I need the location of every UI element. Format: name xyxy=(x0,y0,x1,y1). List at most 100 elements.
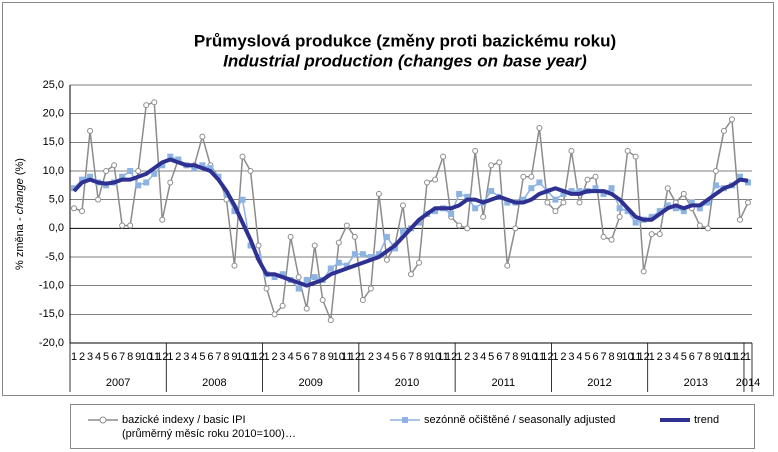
year-label: 2011 xyxy=(491,377,515,389)
point-marker xyxy=(383,256,390,263)
point-marker xyxy=(504,199,511,206)
x-tick-label: 11 xyxy=(341,351,352,363)
x-tick-label: 4 xyxy=(480,351,486,363)
point-marker xyxy=(367,254,374,260)
x-tick-label: 9 xyxy=(617,351,623,363)
chart-title: Průmyslová produkce (změny proti bazické… xyxy=(194,31,616,50)
x-tick-label: 12 xyxy=(541,351,553,363)
point-marker xyxy=(424,179,431,186)
x-tick-label: 3 xyxy=(665,351,671,363)
point-marker xyxy=(383,233,390,240)
point-marker xyxy=(496,159,503,166)
point-marker xyxy=(552,196,559,203)
x-tick-label: 2 xyxy=(368,351,374,363)
point-marker xyxy=(239,196,246,203)
point-marker xyxy=(576,199,583,206)
x-tick-label: 5 xyxy=(584,351,590,363)
point-marker xyxy=(327,265,334,272)
x-tick-label: 11 xyxy=(726,351,737,363)
x-tick-label: 6 xyxy=(111,351,117,363)
point-marker xyxy=(191,165,198,172)
point-marker xyxy=(464,225,471,232)
point-marker xyxy=(648,213,655,220)
x-tick-label: 1 xyxy=(71,351,77,363)
point-marker xyxy=(584,176,591,183)
x-tick-label: 2 xyxy=(560,351,566,363)
point-marker xyxy=(311,242,318,249)
x-tick-label: 4 xyxy=(384,351,390,363)
x-tick-label: 1 xyxy=(649,351,655,363)
point-marker xyxy=(472,147,479,154)
x-tick-label: 4 xyxy=(288,351,294,363)
y-tick-label: 20,0 xyxy=(43,108,64,120)
point-marker xyxy=(127,168,134,174)
y-label-part: % změna - xyxy=(14,214,26,270)
x-tick-label: 6 xyxy=(400,351,406,363)
point-marker xyxy=(303,276,310,283)
point-marker xyxy=(79,208,86,215)
x-tick-label: 5 xyxy=(103,351,109,363)
x-tick-label: 3 xyxy=(376,351,382,363)
x-tick-label: 8 xyxy=(416,351,422,363)
series-line xyxy=(72,157,749,288)
x-tick-label: 3 xyxy=(472,351,478,363)
y-label-part: change xyxy=(14,178,26,214)
x-tick-label: 5 xyxy=(296,351,302,363)
point-marker xyxy=(696,222,703,229)
x-tick-label: 10 xyxy=(140,351,152,363)
x-tick-label: 10 xyxy=(236,351,248,363)
point-marker xyxy=(544,199,551,206)
point-marker xyxy=(696,205,703,212)
point-marker xyxy=(151,99,158,106)
x-tick-label: 10 xyxy=(333,351,345,363)
x-tick-label: 2 xyxy=(175,351,181,363)
point-marker xyxy=(167,153,174,160)
x-tick-label: 2 xyxy=(657,351,663,363)
x-tick-label: 7 xyxy=(601,351,607,363)
x-tick-label: 9 xyxy=(135,351,141,363)
point-marker xyxy=(351,251,358,258)
y-tick-label: 10,0 xyxy=(43,165,64,177)
point-marker xyxy=(464,193,471,200)
point-marker xyxy=(736,216,743,223)
x-tick-label: 9 xyxy=(328,351,334,363)
point-marker xyxy=(656,231,663,238)
x-tick-label: 12 xyxy=(638,351,650,363)
point-marker xyxy=(255,242,262,249)
point-marker xyxy=(375,190,382,197)
point-marker xyxy=(600,190,607,197)
x-tick-label: 11 xyxy=(245,351,256,363)
point-marker xyxy=(608,236,615,243)
point-marker xyxy=(167,179,174,186)
x-tick-label: 2 xyxy=(272,351,278,363)
x-tick-label: 6 xyxy=(304,351,310,363)
point-marker xyxy=(359,297,366,303)
point-marker xyxy=(87,173,94,180)
x-tick-label: 3 xyxy=(183,351,189,363)
x-tick-label: 8 xyxy=(320,351,326,363)
x-tick-label: 10 xyxy=(429,351,441,363)
point-marker xyxy=(632,219,639,226)
point-marker xyxy=(311,274,318,281)
year-label: 2009 xyxy=(298,377,322,389)
x-tick-label: 1 xyxy=(745,351,751,363)
x-tick-label: 1 xyxy=(456,351,462,363)
point-marker xyxy=(720,127,727,134)
x-tick-label: 2 xyxy=(464,351,470,363)
x-tick-label: 12 xyxy=(252,351,264,363)
year-label: 2010 xyxy=(395,377,419,389)
point-marker xyxy=(335,259,342,266)
point-marker xyxy=(432,208,439,215)
x-tick-label: 7 xyxy=(504,351,510,363)
y-tick-label: 15,0 xyxy=(43,136,64,148)
point-marker xyxy=(95,196,102,203)
x-tick-label: 7 xyxy=(119,351,125,363)
x-tick-label: 8 xyxy=(705,351,711,363)
point-marker xyxy=(303,305,310,312)
x-tick-label: 11 xyxy=(534,351,545,363)
point-marker xyxy=(239,153,246,160)
point-marker xyxy=(592,173,599,180)
x-tick-label: 12 xyxy=(734,351,746,363)
x-tick-label: 10 xyxy=(525,351,537,363)
